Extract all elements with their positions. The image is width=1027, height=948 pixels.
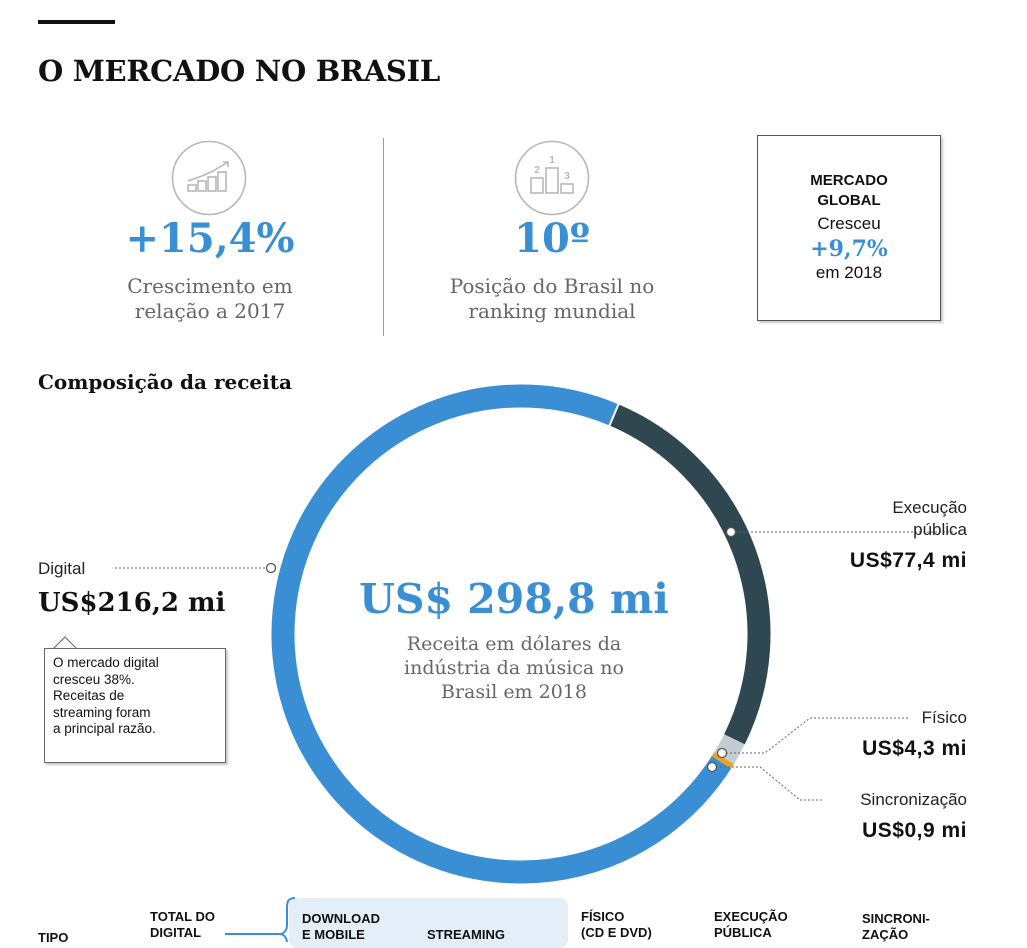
growth-description: Crescimento em relação a 2017 [80,274,340,324]
execucao-value: US$77,4 mi [849,549,967,572]
leader-dots [265,526,737,773]
global-market-subtitle: Cresceu [817,214,881,233]
fisico-value: US$4,3 mi [862,737,967,760]
execucao-leader-dot [725,526,737,538]
growth-chart-icon [171,140,247,216]
global-market-box: MERCADO GLOBAL Cresceu +9,7% em 2018 [757,135,941,321]
donut-slices [271,384,771,884]
note-line: Receitas de [53,688,125,703]
col-header-line: TOTAL DO [150,909,215,924]
digital-columns-highlight [289,898,568,948]
global-market-value: +9,7% [810,236,888,262]
podium-digit: 1 [549,155,555,166]
sincronizacao-label: Sincronização [860,790,967,809]
digital-label: Digital [38,559,86,578]
col-header-download: DOWNLOAD E MOBILE [302,911,380,943]
col-header-line: ZAÇÃO [862,927,909,942]
note-line: cresceu 38%. [53,671,135,687]
col-header-line: EXECUÇÃO [714,909,788,924]
total-description-line: Brasil em 2018 [441,681,587,703]
sincronizacao-leader-line [712,766,822,801]
col-header-line: E MOBILE [302,927,365,942]
global-market-title: MERCADO GLOBAL [758,171,940,211]
growth-value: +15,4% [125,215,295,262]
ranking-description-line: Posição do Brasil no [449,274,655,298]
sincronizacao-leader-dot [706,761,718,773]
global-market-year: em 2018 [815,263,883,282]
donut-slice-execu-o-p-blica [609,404,771,745]
note-line: O mercado digital [53,655,159,670]
global-market-title-line: MERCADO [810,172,888,189]
col-header-execucao: EXECUÇÃO PÚBLICA [714,909,788,941]
col-header-line: SINCRONI- [862,911,930,926]
donut-slice-sincroniza-o [711,752,734,769]
col-header-total-digital: TOTAL DO DIGITAL [150,909,215,941]
col-header-line: FÍSICO [581,909,625,924]
podium-digit: 2 [534,165,540,176]
execucao-label: Execução pública [892,497,967,541]
stats-divider [383,138,384,336]
col-header-fisico: FÍSICO (CD E DVD) [581,909,652,941]
execucao-label-line: Execução [892,498,967,517]
podium-icon: 2 1 3 [514,140,590,216]
sincronizacao-value: US$0,9 mi [862,819,967,842]
execucao-label-line: pública [913,520,967,539]
note-line: streaming foram [53,704,151,720]
col-header-streaming: STREAMING [427,927,505,942]
donut-slice-separator [608,403,620,427]
digital-leader-dot [265,562,277,574]
col-header-tipo: TIPO [38,930,69,945]
col-header-line: (CD E DVD) [581,925,652,940]
section-title: Composição da receita [38,370,292,394]
digital-group-bracket [225,897,296,942]
total-description-line: indústria da música no [404,657,624,679]
col-header-sincronizacao: SINCRONI- ZAÇÃO [862,911,930,943]
ranking-description: Posição do Brasil no ranking mundial [422,274,682,324]
fisico-leader-line [722,717,908,754]
fisico-label: Físico [921,708,967,727]
note-line: a principal razão. [53,721,156,736]
ranking-value: 10º [514,215,590,262]
col-header-line: DOWNLOAD [302,911,380,926]
global-market-title-line: GLOBAL [817,192,881,209]
digital-value: US$216,2 mi [38,588,226,618]
podium-digit: 3 [564,171,570,182]
growth-description-line: Crescimento em [127,274,293,298]
col-header-line: PÚBLICA [714,925,772,940]
header-rule [38,20,115,24]
total-revenue-value: US$ 298,8 mi [359,575,669,623]
growth-description-line: relação a 2017 [134,299,286,323]
donut-slice-digital [271,384,732,884]
col-header-line: DIGITAL [150,925,202,940]
total-description-line: Receita em dólares da [406,633,622,655]
digital-growth-note: O mercado digital cresceu 38%. Receitas … [44,648,226,763]
donut-slice-f-sico [714,734,745,765]
page-title: O MERCADO NO BRASIL [38,54,440,88]
total-revenue-description: Receita em dólares da indústria da músic… [364,632,664,704]
fisico-leader-dot [716,747,728,759]
ranking-description-line: ranking mundial [468,299,636,323]
leader-lines [115,531,955,801]
